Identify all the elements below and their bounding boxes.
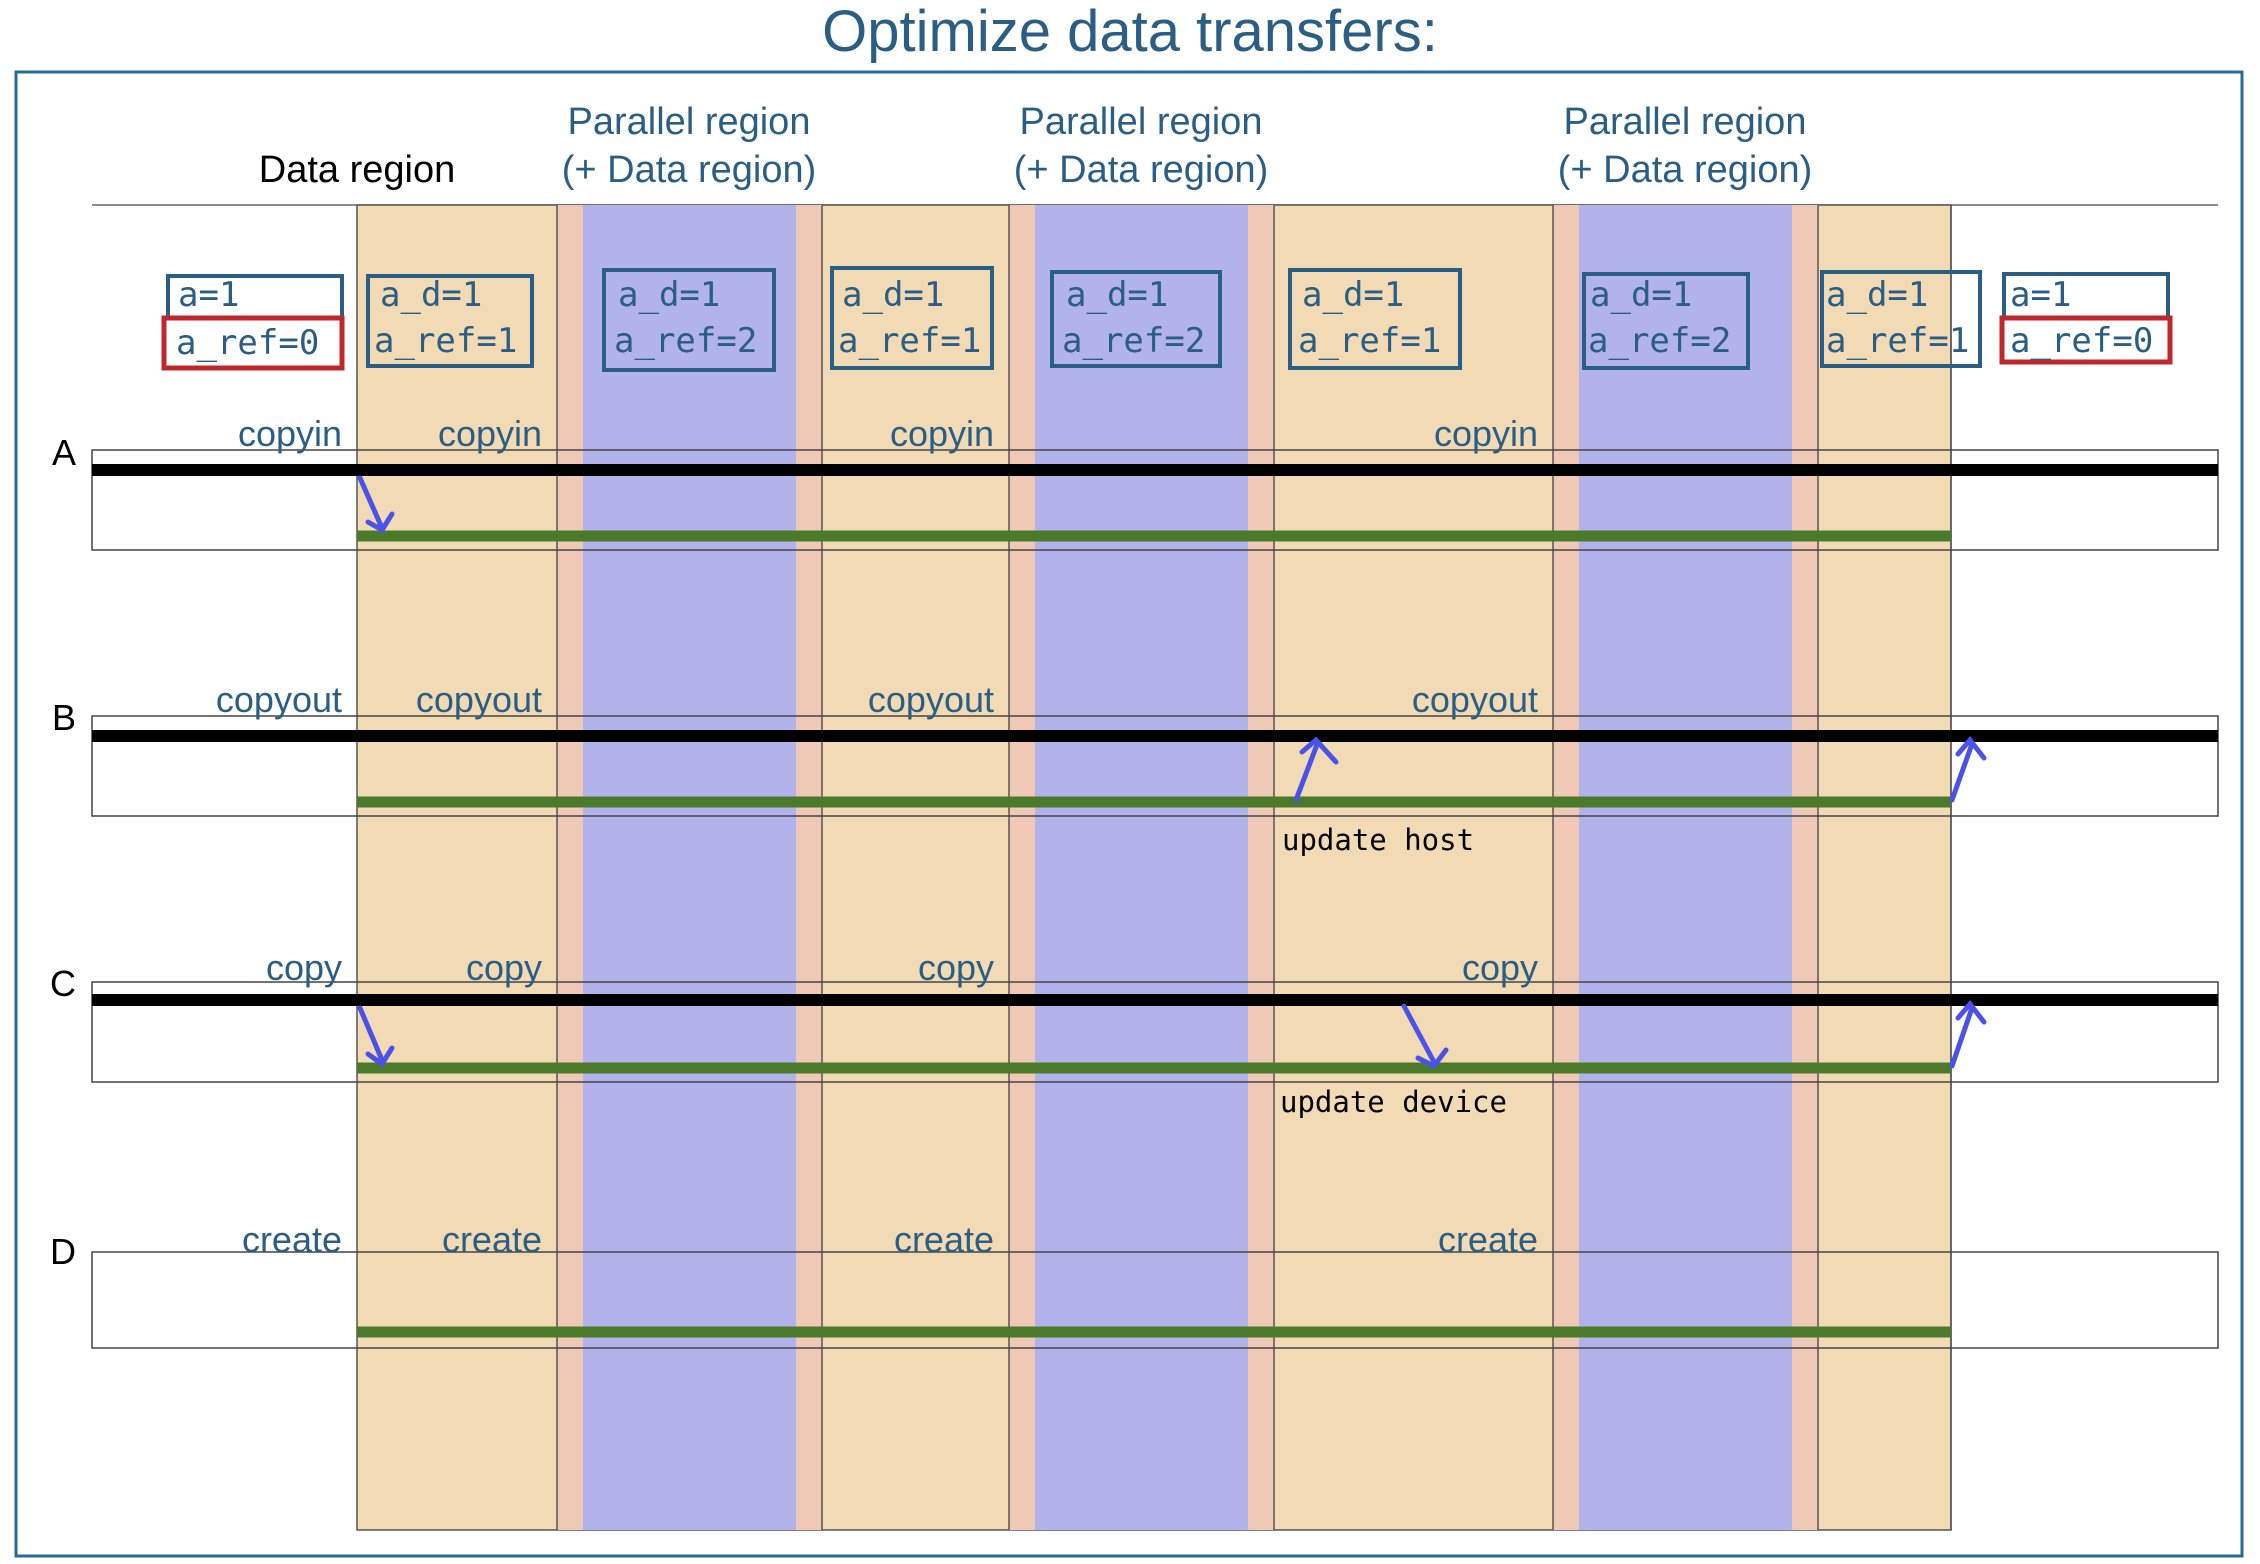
svg-text:a_ref=1: a_ref=1 [838, 321, 981, 361]
clause-label: copyin [438, 413, 542, 454]
clause-label: create [442, 1219, 542, 1260]
parallel-region-sublabel: (+ Data region) [1558, 149, 1813, 191]
clause-label: copyin [890, 413, 994, 454]
clause-label: copy [466, 947, 542, 988]
clause-label: copyout [1412, 679, 1538, 720]
row-a: A copyin copyin copyin copyin [52, 413, 2219, 551]
svg-text:a_ref=2: a_ref=2 [1588, 321, 1731, 361]
parallel-region-2 [1008, 205, 1275, 1530]
svg-text:a_ref=2: a_ref=2 [1062, 321, 1205, 361]
clause-label: copyin [1434, 413, 1538, 454]
clause-label: copyout [416, 679, 542, 720]
update-device-arrow [1401, 1003, 1449, 1070]
svg-text:a_ref=1: a_ref=1 [1298, 321, 1441, 361]
svg-text:a_d=1: a_d=1 [618, 275, 720, 315]
row-label: C [50, 963, 76, 1004]
clause-label: copyout [216, 679, 342, 720]
svg-text:a_ref=0: a_ref=0 [176, 323, 319, 363]
row-label: B [52, 697, 76, 738]
parallel-region-label: Parallel region [1020, 101, 1263, 143]
parallel-region-sublabel: (+ Data region) [562, 149, 817, 191]
svg-text:a=1: a=1 [178, 275, 239, 315]
copy-to-device-arrow [357, 475, 395, 534]
svg-text:a_ref=1: a_ref=1 [1826, 321, 1969, 361]
copy-to-host-arrow [1293, 736, 1339, 803]
clause-label: copy [1462, 947, 1538, 988]
copy-to-host-arrow [1949, 736, 1987, 803]
state-box: a_d=1 a_ref=1 [366, 274, 534, 368]
parallel-region-1 [556, 205, 823, 1530]
page-title: Optimize data transfers: [822, 0, 1438, 64]
clause-label: copyout [868, 679, 994, 720]
state-box: a_d=1 a_ref=1 [1288, 268, 1462, 370]
svg-text:a_d=1: a_d=1 [380, 275, 482, 315]
clause-label: create [242, 1219, 342, 1260]
row-d: D create create create create [50, 1219, 2219, 1349]
parallel-region-label: Parallel region [1564, 101, 1807, 143]
parallel-region-label: Parallel region [568, 101, 811, 143]
clause-label: create [1438, 1219, 1538, 1260]
svg-text:a_d=1: a_d=1 [1302, 275, 1404, 315]
copy-to-device-arrow [357, 1005, 395, 1068]
state-box: a_d=1 a_ref=2 [1050, 270, 1222, 368]
clause-label: create [894, 1219, 994, 1260]
clause-label: copy [266, 947, 342, 988]
row-c: C copy copy copy copy update device [50, 947, 2219, 1119]
state-box: a_d=1 a_ref=2 [602, 268, 776, 372]
svg-text:a_ref=0: a_ref=0 [2010, 321, 2153, 361]
update-device-note: update device [1280, 1085, 1507, 1119]
clause-label: copy [918, 947, 994, 988]
row-b: B copyout copyout copyout copyout update… [52, 679, 2219, 857]
svg-text:a_d=1: a_d=1 [1590, 275, 1692, 315]
svg-text:a_ref=1: a_ref=1 [374, 321, 517, 361]
parallel-region-sublabel: (+ Data region) [1014, 149, 1269, 191]
svg-text:a_d=1: a_d=1 [1826, 275, 1928, 315]
row-label: D [50, 1231, 76, 1272]
outer-frame [14, 70, 2244, 1558]
svg-text:a_d=1: a_d=1 [842, 275, 944, 315]
state-box: a_d=1 a_ref=2 [1582, 272, 1750, 370]
update-host-note: update host [1282, 823, 1474, 857]
state-box-host-start: a=1 a_ref=0 [161, 274, 345, 371]
copy-to-host-arrow [1949, 1000, 1987, 1069]
svg-text:a_ref=2: a_ref=2 [614, 321, 757, 361]
parallel-region-3 [1552, 205, 1819, 1530]
state-box-host-end: a=1 a_ref=0 [1999, 272, 2173, 365]
state-box: a_d=1 a_ref=1 [1820, 270, 1982, 368]
data-region-label: Data region [259, 149, 455, 191]
row-label: A [52, 432, 76, 473]
clause-label: copyin [238, 413, 342, 454]
svg-text:a_d=1: a_d=1 [1066, 275, 1168, 315]
svg-text:a=1: a=1 [2010, 275, 2071, 315]
state-box: a_d=1 a_ref=1 [830, 266, 994, 370]
